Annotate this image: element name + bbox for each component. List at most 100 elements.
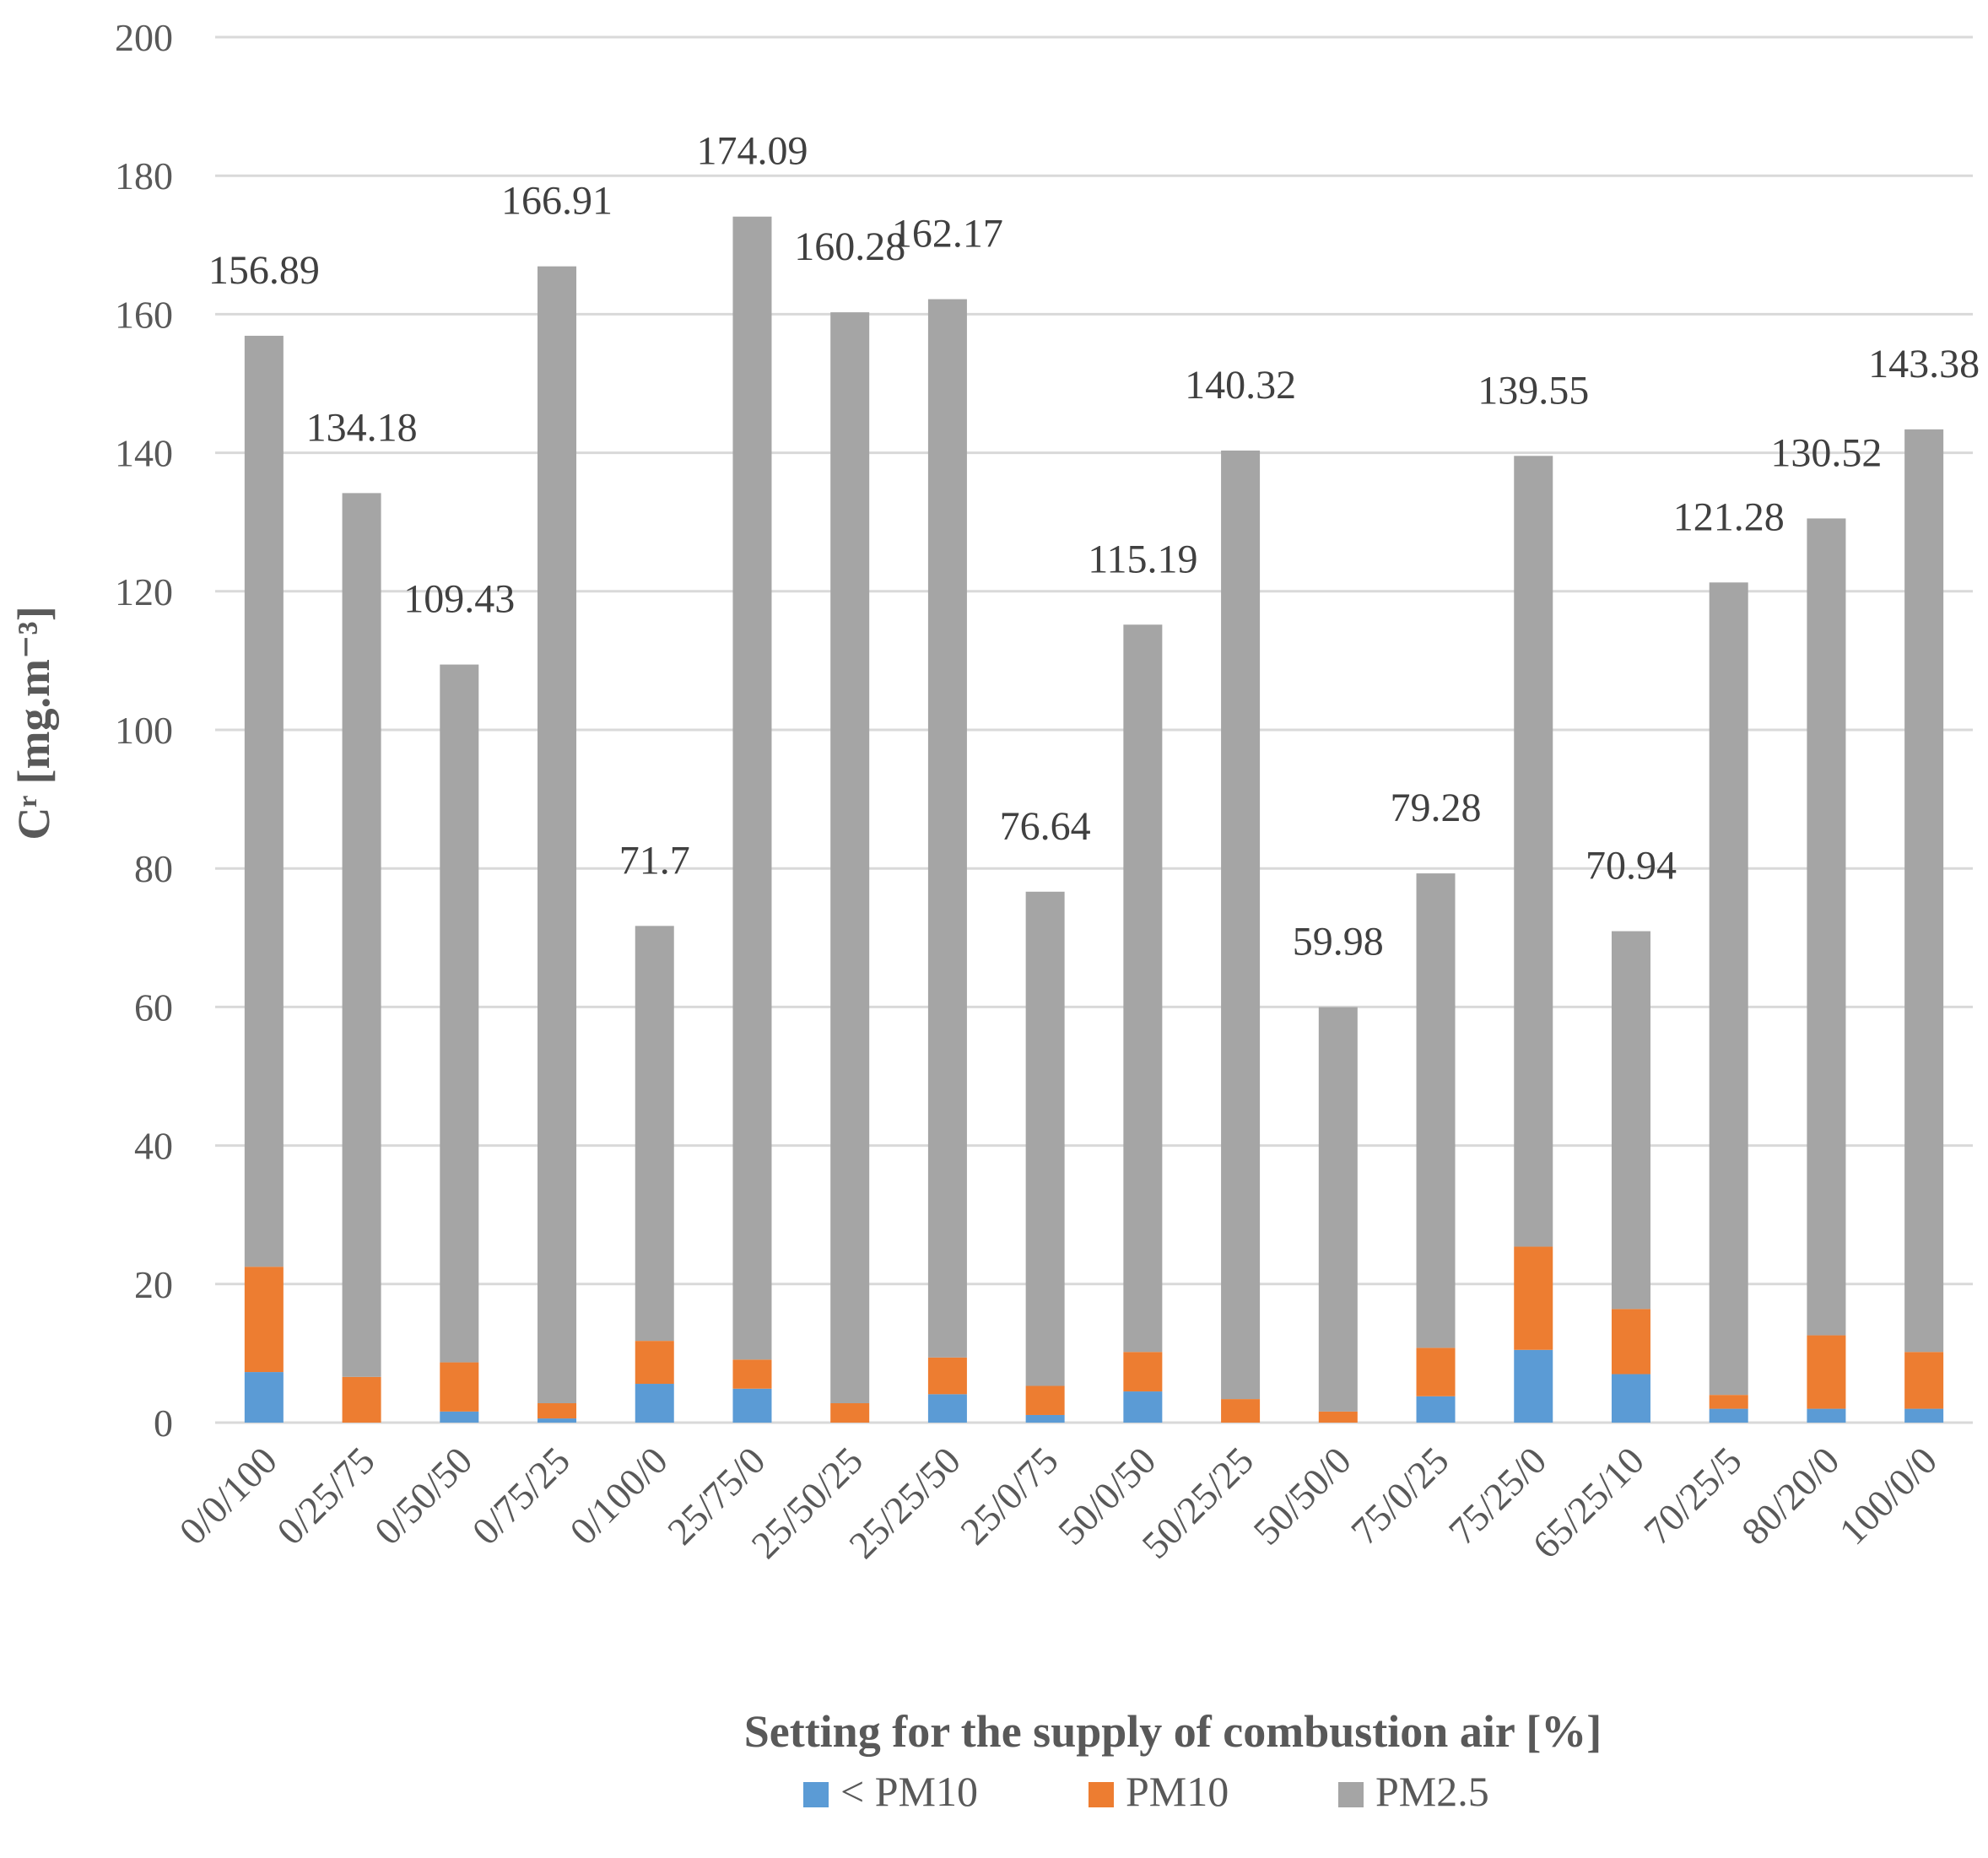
bar-segment-pm10: [440, 1411, 479, 1423]
y-tick-label: 120: [115, 570, 173, 613]
bar-segment-pm10: [1807, 1408, 1846, 1423]
bar-segment-pm10: [1904, 1352, 1944, 1409]
bar-segment-pm10: [440, 1362, 479, 1412]
bar-segment-pm10: [1514, 1349, 1553, 1423]
x-axis-title: Setting for the supply of combustion air…: [744, 1706, 1602, 1757]
bar-segment-pm2-5: [1904, 429, 1944, 1353]
total-data-label: 59.98: [1293, 920, 1384, 964]
bars: [244, 216, 1944, 1423]
bar-segment-pm10: [732, 1359, 772, 1389]
x-tick-label: 75/0/25: [1342, 1439, 1456, 1553]
y-tick-label: 100: [115, 709, 173, 752]
y-tick-label: 200: [115, 16, 173, 59]
bar-segment-pm2-5: [1123, 624, 1163, 1353]
bar-segment-pm10: [1025, 1414, 1065, 1423]
legend-swatch: [1089, 1782, 1114, 1807]
bar-segment-pm10: [1123, 1391, 1163, 1423]
bar-segment-pm2-5: [538, 266, 577, 1404]
bar-segment-pm10: [635, 1384, 674, 1423]
total-data-label: 166.91: [501, 179, 613, 224]
bar-segment-pm2-5: [1025, 891, 1065, 1386]
x-tick-label: 70/25/5: [1635, 1439, 1749, 1553]
x-tick-label: 50/50/0: [1245, 1439, 1359, 1553]
bar-segment-pm10: [1611, 1374, 1650, 1423]
bar-segment-pm10: [635, 1341, 674, 1385]
legend-label: PM10: [1126, 1768, 1229, 1815]
x-tick-label: 0/50/50: [366, 1439, 480, 1553]
legend-label: < PM10: [840, 1768, 978, 1815]
total-data-label: 156.89: [208, 248, 320, 293]
x-tick-label: 0/25/75: [268, 1439, 382, 1553]
y-tick-label: 0: [154, 1402, 173, 1445]
y-axis-ticks: 0 20 40 60 80 100 120 140 160 180 200: [115, 16, 173, 1445]
bar-segment-pm2-5: [1318, 1007, 1358, 1412]
y-axis-title: Cʳ [mg.m⁻³]: [8, 606, 59, 840]
bar-segment-pm10: [1318, 1411, 1358, 1423]
y-tick-label: 40: [134, 1125, 173, 1168]
bar-segment-pm2-5: [1221, 450, 1261, 1400]
data-labels: 156.89 134.18 109.43 166.91 71.7 174.09 160.28…: [208, 129, 1980, 964]
x-tick-label: 0/100/0: [561, 1439, 675, 1553]
bar-segment-pm10: [1904, 1408, 1944, 1423]
bar-segment-pm10: [342, 1376, 381, 1423]
y-tick-label: 160: [115, 293, 173, 336]
bar-segment-pm10: [538, 1403, 577, 1419]
x-tick-label: 80/20/0: [1733, 1439, 1847, 1553]
gridlines: [215, 35, 1973, 1424]
legend: < PM10 PM10 PM2.5: [803, 1768, 1489, 1815]
y-tick-label: 80: [134, 847, 173, 890]
bar-segment-pm2-5: [1709, 582, 1748, 1396]
bar-segment-pm2-5: [1416, 873, 1456, 1348]
total-data-label: 121.28: [1673, 494, 1785, 539]
x-axis-ticks: 0/0/1000/25/750/50/500/75/250/100/025/75…: [170, 1439, 1945, 1567]
total-data-label: 174.09: [696, 129, 808, 174]
bar-segment-pm10: [1123, 1352, 1163, 1392]
total-data-label: 70.94: [1586, 844, 1677, 888]
legend-swatch: [803, 1782, 829, 1807]
bar-segment-pm10: [830, 1403, 870, 1423]
bar-segment-pm2-5: [244, 335, 284, 1267]
bar-segment-pm10: [1807, 1335, 1846, 1409]
y-tick-label: 20: [134, 1263, 173, 1306]
bar-segment-pm10: [1514, 1246, 1553, 1350]
bar-segment-pm10: [244, 1372, 284, 1423]
bar-segment-pm2-5: [1611, 931, 1650, 1310]
x-tick-label: 65/25/10: [1524, 1439, 1652, 1567]
bar-segment-pm2-5: [927, 299, 967, 1358]
total-data-label: 160.28: [794, 224, 905, 269]
legend-swatch: [1338, 1782, 1364, 1807]
bar-segment-pm2-5: [440, 664, 479, 1363]
total-data-label: 109.43: [403, 577, 515, 622]
y-tick-label: 60: [134, 986, 173, 1029]
bar-segment-pm10: [1416, 1348, 1456, 1396]
total-data-label: 143.38: [1868, 342, 1980, 386]
x-tick-label: 50/25/25: [1133, 1439, 1261, 1567]
bar-segment-pm2-5: [635, 926, 674, 1342]
x-tick-label: 25/25/50: [840, 1439, 969, 1567]
bar-segment-pm2-5: [830, 312, 870, 1404]
bar-segment-pm10: [927, 1394, 967, 1423]
y-tick-label: 140: [115, 432, 173, 475]
bar-segment-pm2-5: [1807, 518, 1846, 1336]
total-data-label: 139.55: [1477, 368, 1589, 413]
bar-segment-pm10: [1709, 1408, 1748, 1423]
bar-segment-pm10: [244, 1267, 284, 1373]
total-data-label: 79.28: [1391, 786, 1482, 830]
total-data-label: 76.64: [1000, 804, 1091, 849]
bar-segment-pm2-5: [1514, 456, 1553, 1247]
legend-label: PM2.5: [1375, 1768, 1489, 1815]
bar-segment-pm10: [732, 1388, 772, 1423]
total-data-label: 162.17: [892, 212, 1003, 257]
total-data-label: 130.52: [1770, 430, 1882, 475]
bar-segment-pm10: [538, 1418, 577, 1423]
bar-segment-pm10: [1416, 1396, 1456, 1423]
x-tick-label: 0/0/100: [170, 1439, 284, 1553]
total-data-label: 140.32: [1185, 363, 1296, 408]
total-data-label: 134.18: [306, 405, 418, 450]
bar-segment-pm10: [1611, 1309, 1650, 1375]
bar-segment-pm2-5: [732, 216, 772, 1360]
bar-segment-pm2-5: [342, 493, 381, 1377]
bar-segment-pm10: [927, 1357, 967, 1395]
